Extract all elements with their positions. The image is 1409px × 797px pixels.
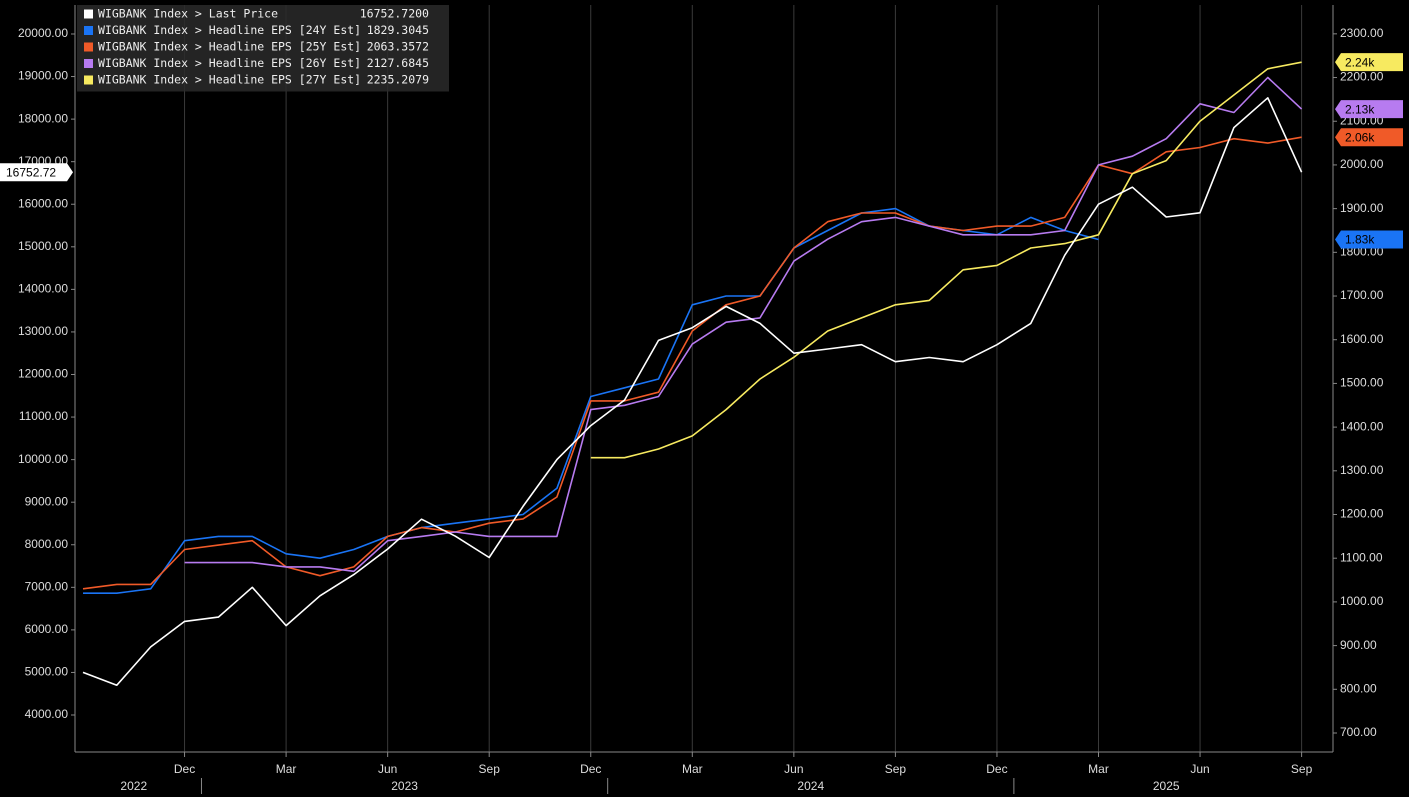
- end-tag: [1335, 53, 1403, 72]
- end-tag-label: 2.06k: [1345, 130, 1375, 144]
- y-tick-label: 13000.00: [18, 324, 68, 338]
- legend-label: WIGBANK Index > Headline EPS [25Y Est]: [98, 40, 361, 54]
- end-tag-label: 2.13k: [1345, 102, 1375, 116]
- y-tick-label: 19000.00: [18, 69, 68, 83]
- y2-tick-label: 1500.00: [1340, 376, 1384, 390]
- y2-tick-label: 700.00: [1340, 725, 1377, 739]
- legend-label: WIGBANK Index > Headline EPS [27Y Est]: [98, 73, 361, 87]
- legend-label: WIGBANK Index > Headline EPS [26Y Est]: [98, 56, 361, 70]
- legend-value: 2127.6845: [367, 56, 429, 70]
- legend-value: 16752.7200: [360, 7, 429, 21]
- x-tick-label: Jun: [378, 762, 397, 776]
- y2-tick-label: 2000.00: [1340, 157, 1384, 171]
- end-tag: [1335, 128, 1403, 147]
- end-tag: [1335, 100, 1403, 119]
- y-tick-label: 10000.00: [18, 452, 68, 466]
- end-tag: [0, 163, 73, 182]
- y-tick-label: 20000.00: [18, 26, 68, 40]
- y-tick-label: 6000.00: [25, 622, 69, 636]
- y2-tick-label: 1000.00: [1340, 594, 1384, 608]
- y-tick-label: 5000.00: [25, 665, 69, 679]
- legend-swatch: [84, 42, 93, 52]
- y-tick-label: 9000.00: [25, 494, 69, 508]
- year-label: 2025: [1153, 779, 1180, 793]
- x-tick-label: Dec: [580, 762, 601, 776]
- x-tick-label: Dec: [986, 762, 1007, 776]
- legend-box: [77, 5, 449, 92]
- end-tag-label: 2.24k: [1345, 55, 1375, 69]
- x-tick-label: Mar: [682, 762, 703, 776]
- x-tick-label: Jun: [1190, 762, 1209, 776]
- year-label: 2024: [797, 779, 824, 793]
- legend-value: 2063.3572: [367, 40, 429, 54]
- y-tick-label: 7000.00: [25, 579, 69, 593]
- y-tick-label: 16000.00: [18, 196, 68, 210]
- y2-tick-label: 800.00: [1340, 681, 1377, 695]
- y-tick-label: 18000.00: [18, 111, 68, 125]
- end-tag-label: 1.83k: [1345, 233, 1375, 247]
- y-tick-label: 14000.00: [18, 282, 68, 296]
- legend-swatch: [84, 9, 93, 19]
- legend-label: WIGBANK Index > Last Price: [98, 7, 278, 21]
- y-tick-label: 15000.00: [18, 239, 68, 253]
- y2-tick-label: 1700.00: [1340, 288, 1384, 302]
- legend-label: WIGBANK Index > Headline EPS [24Y Est]: [98, 23, 361, 37]
- y2-tick-label: 1400.00: [1340, 419, 1384, 433]
- x-tick-label: Sep: [1291, 762, 1313, 776]
- x-tick-label: Dec: [174, 762, 195, 776]
- year-label: 2022: [120, 779, 147, 793]
- y2-tick-label: 1300.00: [1340, 463, 1384, 477]
- legend-swatch: [84, 59, 93, 68]
- end-tag: [1335, 230, 1403, 249]
- year-label: 2023: [391, 779, 418, 793]
- legend-swatch: [84, 75, 93, 85]
- legend-value: 2235.2079: [367, 73, 429, 87]
- legend-swatch: [84, 26, 93, 35]
- x-tick-label: Mar: [1088, 762, 1109, 776]
- x-tick-label: Sep: [885, 762, 907, 776]
- y2-tick-label: 1200.00: [1340, 507, 1384, 521]
- y-tick-label: 12000.00: [18, 367, 68, 381]
- y2-tick-label: 900.00: [1340, 638, 1377, 652]
- series-line: [82, 97, 1303, 686]
- legend: WIGBANK Index > Last Price 16752.7200 WIGB…: [77, 5, 449, 92]
- x-tick-label: Jun: [784, 762, 803, 776]
- y-tick-label: 8000.00: [25, 537, 69, 551]
- series-line: [590, 61, 1302, 459]
- y-tick-label: 11000.00: [19, 409, 68, 423]
- y2-tick-label: 1600.00: [1340, 332, 1384, 346]
- y-tick-label: 4000.00: [25, 707, 69, 721]
- series-line: [184, 76, 1303, 573]
- legend-value: 1829.3045: [367, 23, 429, 37]
- y2-tick-label: 2300.00: [1340, 26, 1384, 40]
- y2-tick-label: 1900.00: [1340, 201, 1384, 215]
- end-tag-label: 16752.72: [6, 165, 56, 179]
- x-tick-label: Mar: [276, 762, 297, 776]
- y2-tick-label: 2200.00: [1340, 70, 1384, 84]
- y2-tick-label: 1100.00: [1340, 550, 1383, 564]
- x-tick-label: Sep: [479, 762, 501, 776]
